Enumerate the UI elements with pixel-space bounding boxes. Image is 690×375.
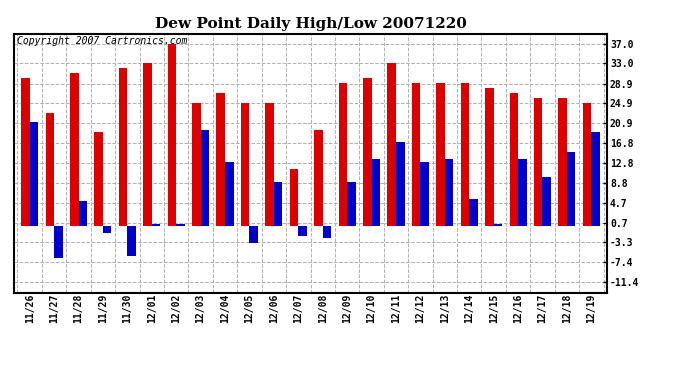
Bar — [54, 226, 63, 258]
Bar — [201, 130, 209, 226]
Bar — [241, 103, 250, 226]
Bar — [542, 177, 551, 226]
Bar — [518, 159, 526, 226]
Bar — [152, 224, 160, 226]
Bar — [371, 159, 380, 226]
Bar — [274, 182, 282, 226]
Bar — [217, 93, 225, 226]
Bar — [347, 182, 355, 226]
Bar — [445, 159, 453, 226]
Bar — [30, 123, 38, 226]
Bar — [363, 78, 371, 226]
Title: Dew Point Daily High/Low 20071220: Dew Point Daily High/Low 20071220 — [155, 17, 466, 31]
Bar — [412, 83, 420, 226]
Bar — [119, 68, 128, 226]
Bar — [144, 63, 152, 226]
Bar — [591, 132, 600, 226]
Bar — [493, 224, 502, 226]
Bar — [225, 162, 234, 226]
Bar — [176, 224, 185, 226]
Bar — [461, 83, 469, 226]
Bar — [420, 162, 429, 226]
Bar — [266, 103, 274, 226]
Bar — [70, 73, 79, 226]
Bar — [436, 83, 445, 226]
Bar — [95, 132, 103, 226]
Bar — [21, 78, 30, 226]
Bar — [314, 130, 323, 226]
Bar — [103, 226, 112, 233]
Bar — [128, 226, 136, 255]
Bar — [168, 44, 176, 226]
Bar — [79, 201, 87, 226]
Bar — [339, 83, 347, 226]
Bar — [583, 103, 591, 226]
Bar — [534, 98, 542, 226]
Bar — [387, 63, 396, 226]
Bar — [290, 169, 298, 226]
Bar — [509, 93, 518, 226]
Bar — [192, 103, 201, 226]
Bar — [567, 152, 575, 226]
Bar — [46, 112, 54, 226]
Bar — [298, 226, 307, 236]
Bar — [250, 226, 258, 243]
Bar — [469, 199, 477, 226]
Bar — [485, 88, 493, 226]
Bar — [323, 226, 331, 238]
Bar — [396, 142, 404, 226]
Bar — [558, 98, 567, 226]
Text: Copyright 2007 Cartronics.com: Copyright 2007 Cartronics.com — [17, 36, 187, 46]
